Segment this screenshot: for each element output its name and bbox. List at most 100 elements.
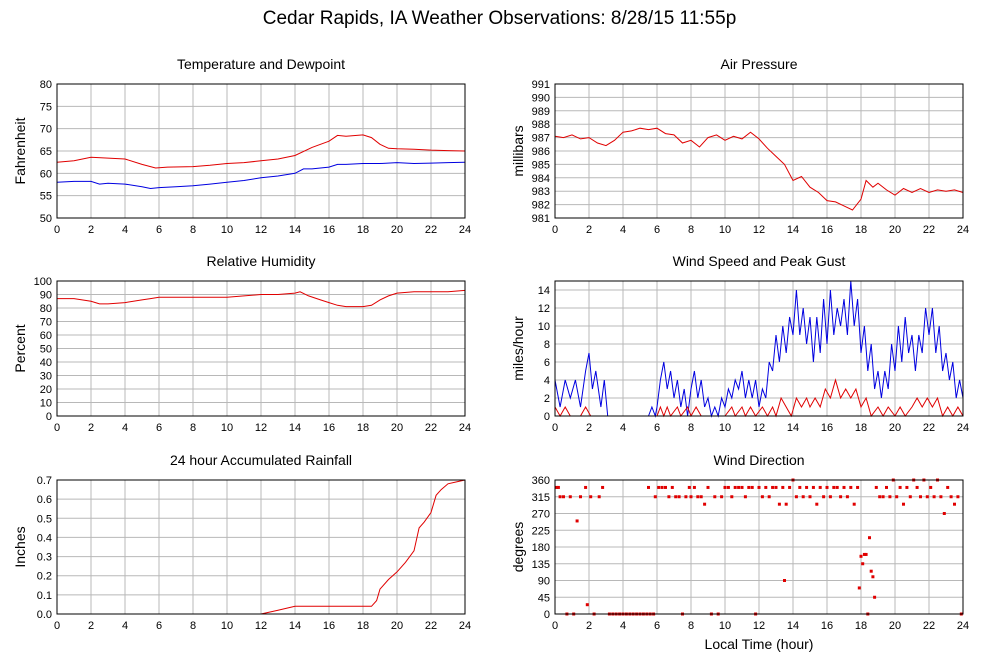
y-tick-label: 986 [532, 146, 550, 158]
data-point [601, 485, 605, 489]
y-tick-label: 0.1 [37, 590, 52, 602]
data-point [862, 552, 866, 556]
y-tick-label: 225 [532, 525, 550, 537]
data-point [929, 485, 933, 489]
series-line-0 [56, 134, 466, 169]
y-tick-label: 987 [532, 133, 550, 145]
data-point [760, 495, 764, 499]
data-point [868, 536, 871, 540]
y-tick-label: 989 [532, 106, 550, 118]
data-point [777, 502, 781, 506]
x-tick-label: 18 [855, 224, 867, 236]
x-tick-label: 8 [688, 620, 694, 632]
data-point [713, 495, 717, 499]
x-tick-label: 10 [221, 422, 233, 434]
chart-title: Temperature and Dewpoint [177, 56, 345, 72]
data-point [859, 554, 863, 558]
data-point [597, 495, 601, 499]
y-tick-label: 988 [532, 119, 550, 131]
x-tick-label: 20 [889, 224, 901, 236]
data-point [692, 485, 696, 489]
data-point [740, 485, 744, 489]
x-tick-label: 4 [122, 422, 128, 434]
y-tick-label: 10 [40, 398, 52, 410]
data-point [653, 495, 657, 499]
data-point [953, 502, 956, 506]
x-tick-label: 2 [586, 620, 592, 632]
grid [554, 281, 964, 417]
x-tick-label: 20 [391, 224, 403, 236]
data-point [869, 569, 873, 573]
x-tick-label: 22 [923, 620, 935, 632]
data-point [861, 562, 865, 566]
y-tick-label: 0 [544, 609, 550, 621]
data-point [825, 485, 829, 489]
x-tick-label: 14 [787, 224, 799, 236]
data-point [743, 495, 747, 499]
x-tick-label: 16 [821, 620, 833, 632]
x-tick-label: 22 [425, 620, 437, 632]
plot-frame [554, 83, 964, 219]
data-point [835, 485, 839, 489]
y-tick-label: 981 [532, 213, 550, 225]
x-tick-label: 14 [787, 422, 799, 434]
data-point [720, 495, 724, 499]
x-tick-label: 10 [719, 620, 731, 632]
data-point [781, 485, 785, 489]
y-tick-label: 0.6 [37, 494, 52, 506]
y-tick-label: 55 [40, 191, 52, 203]
data-point [919, 495, 922, 499]
data-point [874, 485, 878, 489]
x-tick-label: 2 [586, 422, 592, 434]
y-tick-label: 12 [538, 303, 550, 315]
y-tick-label: 983 [532, 186, 550, 198]
data-point [733, 485, 737, 489]
x-tick-label: 16 [821, 422, 833, 434]
x-tick-label: 12 [753, 620, 765, 632]
data-point [660, 485, 664, 489]
data-point [915, 485, 919, 489]
series-line-0 [57, 479, 466, 615]
y-tick-label: 0.7 [37, 475, 52, 487]
y-tick-label: 10 [538, 321, 550, 333]
x-tick-label: 24 [459, 422, 471, 434]
x-tick-label: 22 [923, 422, 935, 434]
y-tick-label: 270 [532, 509, 550, 521]
data-point [852, 502, 856, 506]
x-tick-label: 8 [190, 620, 196, 632]
chart-title: Air Pressure [720, 56, 797, 72]
data-point [689, 495, 693, 499]
x-tick-label: 10 [719, 422, 731, 434]
data-point [723, 485, 727, 489]
data-point [684, 495, 688, 499]
data-point [839, 495, 843, 499]
x-tick-label: 20 [889, 422, 901, 434]
x-tick-label: 18 [855, 422, 867, 434]
x-tick-label: 10 [221, 224, 233, 236]
data-point [942, 512, 946, 515]
x-tick-label: 16 [323, 224, 335, 236]
x-tick-label: 6 [654, 620, 660, 632]
x-tick-label: 18 [357, 422, 369, 434]
data-point [925, 495, 929, 499]
plot-frame [56, 83, 466, 219]
data-point [856, 485, 860, 489]
data-point [946, 485, 950, 489]
y-tick-label: 8 [544, 339, 550, 351]
data-point [730, 495, 734, 499]
x-tick-label: 6 [156, 620, 162, 632]
data-point [696, 495, 700, 499]
data-point [706, 485, 710, 489]
x-tick-label: 2 [88, 422, 94, 434]
x-tick-label: 0 [54, 224, 60, 236]
chart-title: Wind Direction [713, 452, 804, 468]
data-point [747, 485, 751, 489]
data-point [767, 495, 771, 499]
x-tick-label: 14 [289, 620, 301, 632]
data-point [568, 495, 572, 499]
data-point [687, 485, 691, 489]
x-tick-label: 12 [753, 224, 765, 236]
data-point [664, 485, 667, 489]
data-point [949, 495, 953, 499]
